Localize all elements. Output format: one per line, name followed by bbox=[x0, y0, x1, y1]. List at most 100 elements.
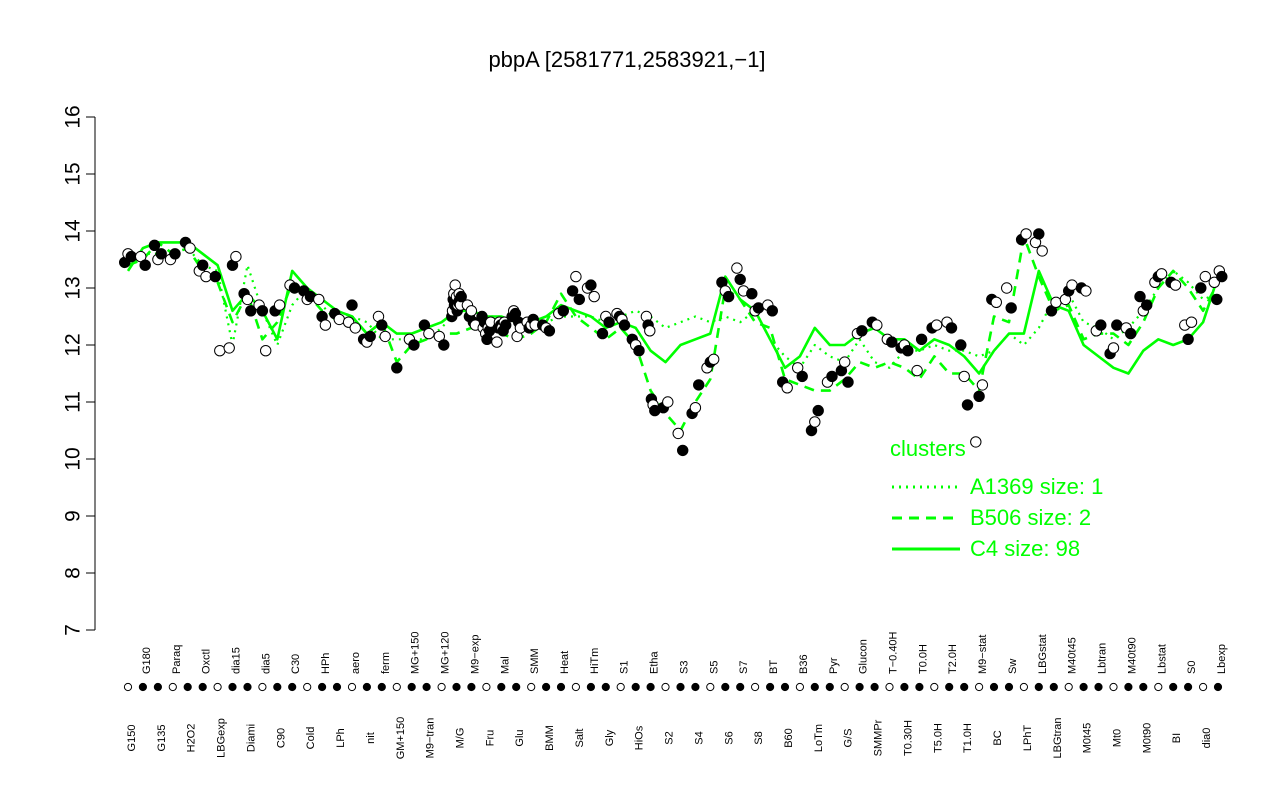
x-tick-label: Paraq bbox=[171, 645, 183, 674]
x-tick-label: Cold bbox=[305, 727, 317, 750]
data-point bbox=[1050, 296, 1062, 308]
x-tick-label: S1 bbox=[619, 661, 631, 674]
data-point bbox=[391, 362, 403, 374]
x-tick-label: GM+150 bbox=[395, 717, 407, 760]
data-point bbox=[230, 250, 242, 263]
x-tick-label: G/S bbox=[843, 729, 855, 748]
x-marker bbox=[1079, 682, 1088, 692]
legend-label: A1369 size: 1 bbox=[970, 474, 1103, 499]
x-tick-label: Oxctl bbox=[201, 649, 213, 674]
series-line bbox=[126, 241, 1220, 375]
x-marker bbox=[989, 682, 999, 692]
x-tick-label: HiOs bbox=[634, 725, 646, 750]
x-tick-label: Fru bbox=[484, 730, 496, 747]
data-point bbox=[1141, 299, 1153, 311]
data-point bbox=[1033, 228, 1045, 240]
x-tick-label: M9−exp bbox=[469, 635, 481, 674]
data-point bbox=[1066, 279, 1078, 291]
x-marker bbox=[1154, 682, 1163, 692]
x-tick-label: dia5 bbox=[260, 653, 272, 674]
x-marker bbox=[706, 682, 715, 692]
x-tick-label: MG+150 bbox=[410, 632, 422, 675]
x-marker bbox=[1184, 682, 1193, 692]
x-tick-label: BT bbox=[768, 660, 780, 674]
x-tick-label: M9−tran bbox=[425, 718, 437, 759]
x-marker bbox=[362, 682, 371, 692]
x-tick-label: T5.0H bbox=[932, 723, 944, 753]
data-point bbox=[169, 248, 181, 260]
data-point bbox=[557, 305, 569, 317]
x-marker bbox=[1019, 682, 1029, 692]
x-tick-label: nit bbox=[365, 732, 377, 744]
x-marker bbox=[437, 682, 446, 692]
x-tick-label: aero bbox=[350, 652, 362, 674]
x-marker bbox=[975, 682, 984, 692]
data-point bbox=[731, 262, 743, 274]
data-point bbox=[319, 319, 332, 331]
data-point bbox=[886, 336, 898, 348]
x-tick-label: Diami bbox=[246, 724, 258, 752]
legend-label: C4 size: 98 bbox=[970, 536, 1080, 561]
x-tick-label: LBGtran bbox=[1052, 718, 1064, 759]
x-tick-label: S2 bbox=[664, 731, 676, 744]
y-tick-label: 12 bbox=[62, 333, 85, 356]
data-point bbox=[1169, 279, 1182, 291]
data-point bbox=[1134, 290, 1146, 303]
data-point bbox=[1211, 293, 1223, 306]
x-marker bbox=[392, 682, 401, 692]
data-point bbox=[197, 259, 209, 271]
x-tick-label: BC bbox=[992, 730, 1004, 745]
data-point bbox=[223, 342, 235, 354]
data-point bbox=[543, 325, 556, 337]
y-tick-label: 13 bbox=[62, 276, 85, 299]
x-tick-label: Mal bbox=[499, 656, 511, 674]
data-point bbox=[1005, 302, 1017, 314]
data-point bbox=[1208, 276, 1221, 288]
x-tick-label: Lbtran bbox=[1097, 643, 1109, 674]
data-point bbox=[491, 336, 503, 348]
x-marker bbox=[273, 682, 282, 692]
data-point bbox=[376, 319, 388, 331]
x-tick-label: G150 bbox=[126, 725, 138, 752]
x-marker bbox=[123, 682, 133, 692]
x-tick-label: M0t45 bbox=[1082, 723, 1094, 754]
x-tick-label: Lbstat bbox=[1156, 644, 1168, 674]
x-marker bbox=[616, 682, 625, 692]
data-point bbox=[438, 339, 450, 351]
data-point bbox=[973, 390, 985, 402]
data-point bbox=[241, 293, 254, 306]
x-tick-label: ferm bbox=[380, 652, 392, 674]
x-marker bbox=[571, 682, 581, 692]
x-tick-label: S7 bbox=[738, 661, 750, 674]
x-marker bbox=[542, 682, 551, 692]
data-point bbox=[766, 305, 778, 317]
data-point bbox=[722, 290, 735, 303]
data-point bbox=[209, 270, 222, 283]
data-point bbox=[689, 402, 702, 414]
x-tick-label: Sw bbox=[1007, 659, 1019, 674]
data-point bbox=[796, 370, 808, 383]
x-marker bbox=[586, 682, 596, 692]
x-marker bbox=[467, 682, 476, 692]
data-point bbox=[672, 427, 684, 440]
chart-title: pbpA [2581771,2583921,−1] bbox=[488, 47, 765, 72]
data-point bbox=[644, 325, 656, 337]
x-marker bbox=[228, 682, 237, 692]
data-point bbox=[1155, 268, 1168, 280]
data-point bbox=[500, 319, 512, 331]
data-point bbox=[260, 345, 272, 357]
data-point bbox=[970, 436, 982, 448]
data-point bbox=[1199, 270, 1212, 283]
x-marker bbox=[691, 682, 700, 692]
data-point bbox=[618, 319, 631, 331]
data-point bbox=[976, 379, 989, 391]
x-tick-label: T−0.40H bbox=[888, 631, 900, 674]
data-point bbox=[1001, 282, 1013, 294]
data-point bbox=[313, 293, 325, 306]
x-tick-label: T0.30H bbox=[902, 720, 914, 756]
x-marker bbox=[347, 682, 357, 692]
data-point bbox=[139, 259, 151, 271]
data-point bbox=[1185, 316, 1198, 328]
